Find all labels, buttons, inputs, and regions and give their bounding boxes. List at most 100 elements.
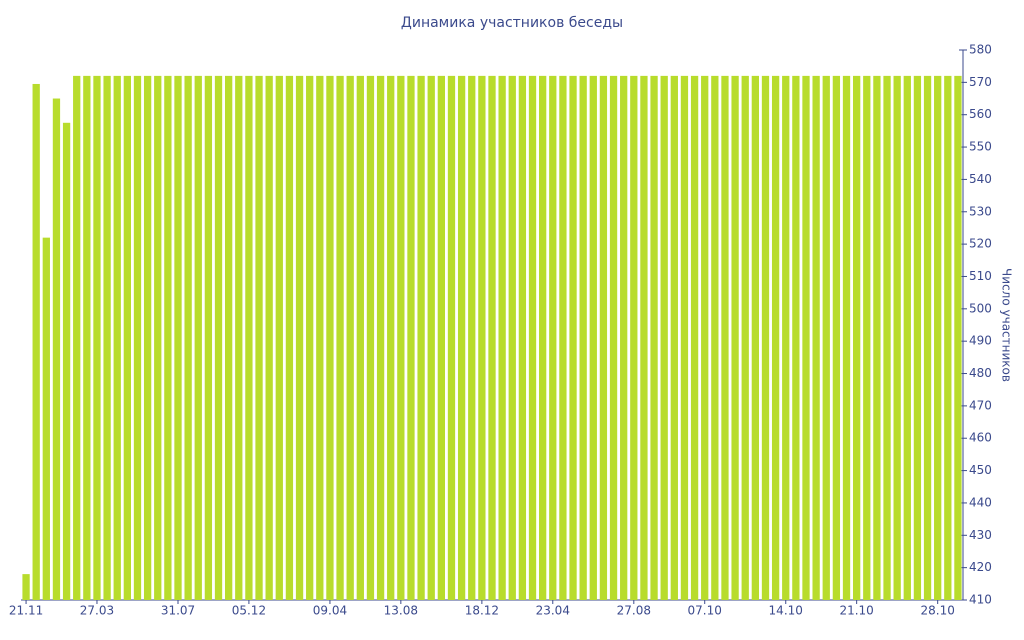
y-tick-label: 440 [969,495,992,509]
bar [376,75,385,601]
bar [275,75,283,601]
bar [528,75,537,601]
x-tick-label: 07.10 [688,604,722,618]
chart-title: Динамика участников беседы [401,15,623,31]
bar [620,75,628,601]
bar [164,75,172,601]
bar [224,75,233,601]
bar [771,75,780,601]
y-tick-label: 530 [969,204,992,218]
y-tick-label: 510 [969,269,992,283]
bar [52,98,61,600]
bar [538,75,547,601]
bar [852,75,861,601]
bar [387,75,395,601]
bar [32,83,40,601]
bar [802,75,810,601]
bar [194,75,202,601]
y-tick-label: 460 [969,431,992,445]
bar [356,75,364,601]
bar [690,75,699,601]
bar [923,75,932,601]
bar [782,75,790,601]
bar [417,75,425,601]
bar [822,75,830,601]
bar [832,75,841,601]
y-tick-label: 450 [969,463,992,477]
x-tick-label: 27.08 [617,604,651,618]
bar [103,75,111,601]
bar [842,75,851,601]
bar [285,75,294,601]
y-tick-label: 480 [969,366,992,380]
bar [346,75,354,601]
bar [214,75,223,601]
y-tick-label: 520 [969,237,992,251]
bar [488,75,496,601]
bar [589,75,597,601]
bar [326,75,334,601]
y-tick-label: 540 [969,172,992,186]
x-tick-label: 28.10 [920,604,954,618]
bar [204,75,213,601]
bar [306,75,314,601]
bar [650,75,658,601]
bar [295,75,304,601]
bar [93,75,101,601]
x-tick-label: 09.04 [313,604,347,618]
bar [640,75,648,601]
bar [701,75,709,601]
bar [609,75,618,601]
bar [174,75,182,601]
bar [731,75,739,601]
bar [143,75,152,601]
bar [245,75,253,601]
bar [518,75,527,601]
bar [599,75,608,601]
y-tick-label: 580 [969,43,992,57]
bar [508,75,516,601]
bar [154,75,162,601]
x-tick-label: 14.10 [769,604,803,618]
bar [863,75,871,601]
bar [579,75,587,601]
bar [761,75,770,601]
bar [235,75,243,601]
y-tick-label: 430 [969,528,992,542]
x-tick-label: 21.10 [839,604,873,618]
bar [407,75,415,601]
bar [792,75,800,601]
bar [113,75,121,601]
bar [366,75,375,601]
bar [62,122,71,600]
bar [255,75,263,601]
x-tick-label: 13.08 [384,604,418,618]
bar [397,75,405,601]
y-tick-label: 420 [969,560,992,574]
x-tick-label: 23.04 [536,604,570,618]
bar [812,75,820,601]
bar [680,75,689,601]
bar [73,75,81,601]
bar [559,75,567,601]
y-tick-label: 470 [969,398,992,412]
y-tick-label: 560 [969,107,992,121]
x-tick-label: 05.12 [232,604,266,618]
bar [265,75,273,601]
bar [660,75,668,601]
bar [954,75,962,601]
bar [630,75,638,601]
y-tick-label: 490 [969,334,992,348]
bar [873,75,881,601]
bar [184,75,192,601]
y-axis-label: Число участников [1000,268,1014,382]
bar [457,75,466,601]
bar [934,75,942,601]
y-tick-label: 410 [969,593,992,607]
bar [903,75,911,601]
bar [711,75,719,601]
bar [22,574,30,600]
bar [549,75,557,601]
